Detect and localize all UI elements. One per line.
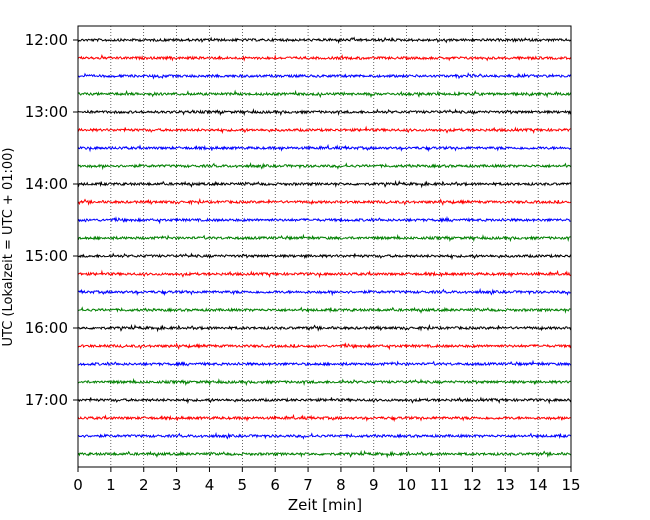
trace-1745 xyxy=(77,449,572,459)
y-tick-label: 12:00 xyxy=(25,31,68,49)
x-tick-label: 8 xyxy=(336,476,346,494)
x-tick-label: 13 xyxy=(496,476,515,494)
trace-1530 xyxy=(77,287,572,297)
trace-1315 xyxy=(77,125,572,135)
y-tick-label: 14:00 xyxy=(25,175,68,193)
trace-1700 xyxy=(77,396,572,405)
x-tick-label: 6 xyxy=(270,476,280,494)
trace-1300 xyxy=(77,108,572,117)
x-tick-label: 12 xyxy=(463,476,482,494)
y-tick-label: 17:00 xyxy=(25,391,68,409)
x-tick-label: 3 xyxy=(172,476,182,494)
trace-1645 xyxy=(77,377,572,387)
x-tick-label: 15 xyxy=(561,476,580,494)
y-axis-ticks: 12:00 13:00 14:00 15:00 16:00 17:00 xyxy=(25,31,78,409)
trace-1400 xyxy=(77,179,572,189)
trace-1600 xyxy=(77,323,572,333)
trace-1230 xyxy=(77,72,572,80)
y-tick-label: 13:00 xyxy=(25,103,68,121)
trace-1215 xyxy=(77,54,572,62)
x-tick-label: 0 xyxy=(73,476,83,494)
trace-1200 xyxy=(77,36,572,44)
x-tick-label: 11 xyxy=(430,476,449,494)
trace-1330 xyxy=(77,143,572,153)
trace-1515 xyxy=(77,269,572,279)
trace-1245 xyxy=(77,89,572,99)
x-tick-label: 5 xyxy=(238,476,248,494)
trace-1345 xyxy=(77,161,572,171)
x-tick-label: 2 xyxy=(139,476,149,494)
trace-1445 xyxy=(77,233,572,243)
trace-1415 xyxy=(77,197,572,207)
trace-1715 xyxy=(77,413,572,423)
trace-1500 xyxy=(77,252,572,261)
x-axis-ticks: 0 1 2 3 4 5 6 7 8 9 10 11 12 13 14 15 xyxy=(73,467,581,494)
trace-1630 xyxy=(77,359,572,367)
y-tick-label: 16:00 xyxy=(25,319,68,337)
plot-frame xyxy=(77,25,572,468)
y-axis-label: UTC (Lokalzeit = UTC + 01:00) xyxy=(1,148,16,347)
trace-lines xyxy=(77,36,572,459)
trace-1615 xyxy=(77,342,572,351)
trace-1545 xyxy=(77,306,572,314)
x-tick-label: 14 xyxy=(529,476,548,494)
x-tick-label: 1 xyxy=(106,476,116,494)
x-tick-label: 9 xyxy=(369,476,379,494)
x-tick-label: 10 xyxy=(397,476,416,494)
trace-1430 xyxy=(77,215,572,225)
y-tick-label: 15:00 xyxy=(25,247,68,265)
x-axis-label: Zeit [min] xyxy=(288,496,362,514)
x-tick-label: 4 xyxy=(205,476,215,494)
x-tick-label: 7 xyxy=(303,476,313,494)
trace-1730 xyxy=(77,431,572,440)
